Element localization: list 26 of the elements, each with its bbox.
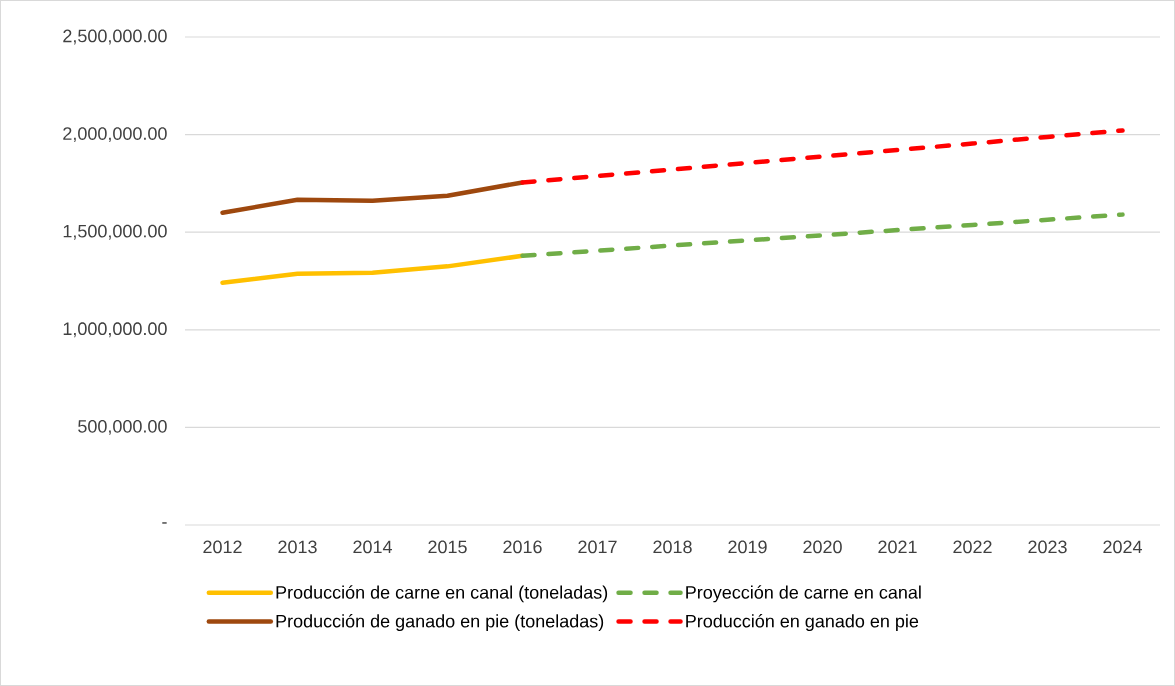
x-tick-label: 2023 xyxy=(1028,540,1067,554)
x-tick-label: 2016 xyxy=(503,540,542,554)
x-tick-label: 2015 xyxy=(428,540,467,554)
y-tick-label: 2,500,000.00 xyxy=(63,29,167,45)
line-series xyxy=(520,212,1125,259)
legend-label: Producción de ganado en pie (toneladas) xyxy=(276,614,604,632)
y-tick-label: 2,000,000.00 xyxy=(63,127,167,143)
line-series xyxy=(520,128,1125,185)
x-tick-label: 2013 xyxy=(278,540,317,554)
x-tick-label: 2012 xyxy=(203,540,242,554)
y-tick-label: - xyxy=(162,522,167,524)
legend-label: Producción de carne en canal (toneladas) xyxy=(276,585,608,603)
x-tick-label: 2014 xyxy=(353,540,392,554)
legend-label: Producción en ganado en pie xyxy=(686,614,919,632)
x-tick-label: 2019 xyxy=(728,540,767,554)
line-series xyxy=(220,180,525,215)
x-tick-label: 2020 xyxy=(803,540,842,554)
x-tick-label: 2024 xyxy=(1103,540,1142,554)
x-tick-label: 2022 xyxy=(953,540,992,554)
x-tick-label: 2021 xyxy=(878,540,917,554)
y-tick-label: 1,000,000.00 xyxy=(63,322,167,338)
y-tick-label: 1,500,000.00 xyxy=(63,224,167,240)
x-tick-label: 2018 xyxy=(653,540,692,554)
y-tick-label: 500,000.00 xyxy=(78,419,167,435)
x-tick-label: 2017 xyxy=(578,540,617,554)
legend-label: Proyección de carne en canal xyxy=(686,585,921,603)
